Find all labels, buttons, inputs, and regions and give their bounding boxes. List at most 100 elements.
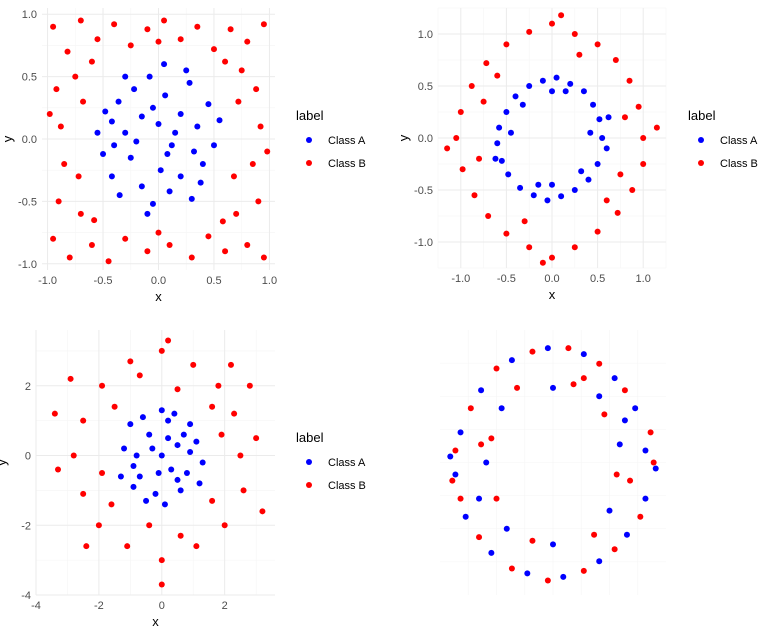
legend-key-class-a (306, 137, 312, 143)
x-tick-label: -0.5 (497, 273, 516, 285)
point-class-b (210, 46, 217, 53)
point-class-b (193, 543, 200, 550)
point-class-b (55, 198, 62, 205)
point-class-a (517, 184, 524, 191)
point-class-b (626, 77, 633, 84)
point-class-a (544, 197, 551, 204)
point-class-b (99, 382, 106, 389)
point-class-b (494, 72, 501, 79)
point-class-b (194, 23, 201, 30)
point-class-b (635, 103, 642, 110)
point-class-a (131, 86, 138, 93)
point-class-a (149, 104, 156, 111)
point-class-b (158, 347, 165, 354)
point-class-a (535, 181, 542, 188)
point-class-a (603, 145, 610, 152)
point-class-b (155, 229, 162, 236)
point-class-a (186, 79, 193, 86)
point-class-b (452, 447, 459, 454)
point-class-b (99, 469, 106, 476)
point-class-b (621, 387, 628, 394)
point-class-b (77, 17, 84, 24)
point-class-a (174, 442, 181, 449)
point-class-a (462, 513, 469, 520)
point-class-a (197, 179, 204, 186)
point-class-b (127, 358, 134, 365)
legend-label-class-a: Class A (720, 135, 758, 147)
point-class-a (161, 501, 168, 508)
point-class-a (143, 497, 150, 504)
point-class-b (136, 372, 143, 379)
x-tick-label: -1.0 (451, 273, 470, 285)
point-class-a (127, 421, 134, 428)
point-class-a (149, 200, 156, 207)
point-class-b (238, 67, 245, 74)
point-class-b (526, 28, 533, 35)
point-class-b (95, 522, 102, 529)
point-class-a (210, 142, 217, 149)
point-class-b (594, 41, 601, 48)
x-tick-label: 0.5 (590, 273, 605, 285)
point-class-b (188, 254, 195, 261)
point-class-b (235, 98, 242, 105)
point-class-b (253, 86, 260, 93)
x-axis-title: x (155, 289, 162, 304)
point-class-b (75, 173, 82, 180)
point-class-a (177, 173, 184, 180)
x-tick-label: 0.5 (206, 275, 221, 287)
point-class-b (544, 577, 551, 584)
point-class-a (183, 469, 190, 476)
point-class-a (494, 140, 501, 147)
point-class-a (596, 558, 603, 565)
point-class-a (478, 387, 485, 394)
point-class-a (580, 88, 587, 95)
point-class-b (640, 161, 647, 167)
point-class-b (83, 543, 90, 550)
point-class-a (216, 117, 223, 124)
y-axis-title: y (0, 459, 9, 466)
point-class-b (257, 123, 264, 130)
point-class-a (599, 135, 606, 141)
point-class-b (576, 51, 583, 58)
point-class-a (111, 142, 118, 149)
point-class-b (46, 111, 53, 118)
legend-label-class-a: Class A (328, 457, 366, 469)
point-class-a (138, 113, 145, 120)
point-class-a (590, 101, 597, 108)
point-class-b (255, 198, 262, 205)
point-class-a (155, 469, 162, 476)
y-tick-label: 1.0 (418, 29, 433, 41)
y-tick-label: 1.0 (22, 9, 37, 21)
point-class-b (457, 495, 464, 502)
point-class-a (196, 480, 203, 487)
point-class-b (221, 522, 228, 529)
point-class-a (161, 61, 168, 68)
point-class-b (260, 21, 267, 28)
point-class-a (165, 435, 172, 442)
x-tick-label: 0.0 (151, 275, 166, 287)
point-class-b (94, 36, 101, 43)
point-class-a (187, 421, 194, 428)
point-class-a (108, 118, 115, 125)
point-class-a (605, 114, 612, 121)
point-class-b (230, 173, 237, 180)
point-class-a (539, 77, 546, 84)
point-class-b (260, 254, 267, 261)
point-class-a (155, 121, 162, 128)
point-class-a (130, 483, 137, 490)
point-class-b (580, 375, 587, 382)
point-class-b (77, 210, 84, 217)
point-class-b (64, 48, 71, 55)
panel-circle-in-square: -1.0 -0.5 0.0 0.5 1.0 -1.0 -0.5 0.0 0.5 1.0 x y labe… (0, 8, 366, 304)
point-class-b (457, 109, 464, 115)
point-class-b (246, 382, 253, 389)
point-class-b (478, 441, 485, 448)
point-class-a (133, 138, 140, 145)
point-class-b (264, 148, 271, 155)
point-class-a (553, 74, 560, 81)
point-class-b (108, 501, 115, 508)
point-class-a (503, 109, 510, 115)
point-class-a (496, 124, 503, 131)
point-class-b (591, 531, 598, 538)
point-class-b (467, 405, 474, 412)
